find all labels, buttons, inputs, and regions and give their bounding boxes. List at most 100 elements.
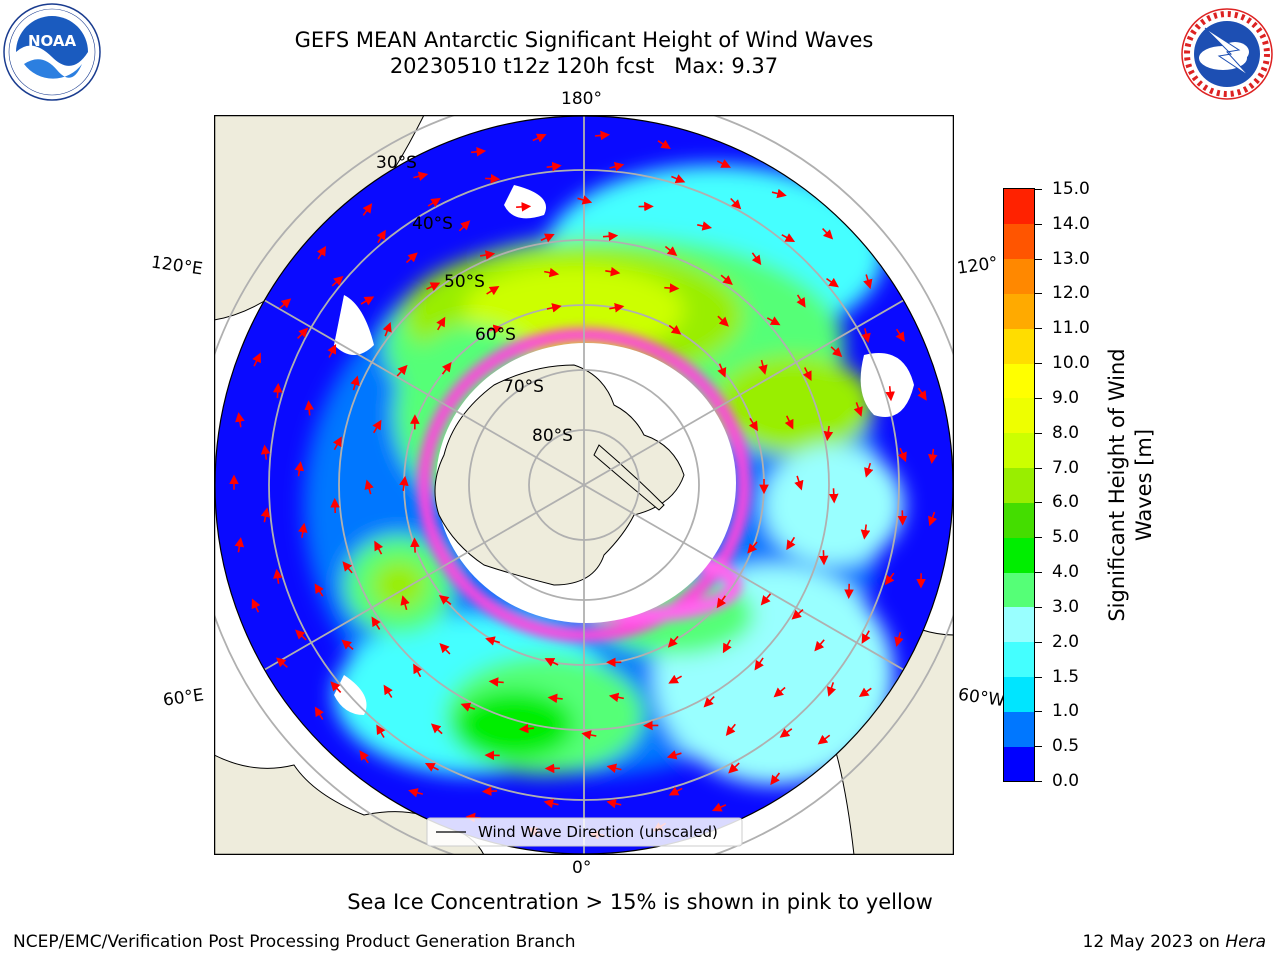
wave-direction-arrow (235, 412, 245, 428)
wave-direction-arrow (516, 202, 532, 212)
wave-direction-arrow (664, 245, 678, 256)
wave-direction-arrow (359, 750, 369, 764)
colorbar-tick (1034, 467, 1042, 469)
wave-direction-arrow (606, 798, 622, 809)
wave-direction-arrow (897, 447, 907, 463)
colorbar-tick (1034, 537, 1042, 539)
wave-direction-arrow (609, 161, 625, 172)
plot-title-line1: GEFS MEAN Antarctic Significant Height o… (294, 28, 874, 52)
footer-host: Hera (1225, 932, 1266, 952)
colorbar-band (1004, 223, 1034, 260)
colorbar (1003, 188, 1035, 782)
wave-direction-arrow (605, 266, 621, 277)
colorbar-tick-label: 7.0 (1052, 457, 1080, 478)
map-frame (214, 115, 954, 855)
wave-direction-arrow (413, 171, 429, 181)
wave-direction-arrow (770, 772, 781, 786)
wave-direction-arrow (826, 682, 837, 697)
colorbar-band (1004, 397, 1034, 434)
wave-direction-arrow (823, 425, 834, 442)
wave-direction-arrow (861, 328, 871, 344)
legend-label: Wind Wave Direction (unscaled) (478, 823, 718, 841)
wave-direction-arrow (791, 608, 804, 620)
wave-direction-arrow (664, 283, 680, 293)
wave-direction-arrow (716, 159, 731, 168)
lon-label-60e: 60°E (161, 685, 206, 711)
wave-direction-arrow (885, 386, 895, 402)
colorbar-tick-label: 3.0 (1052, 596, 1080, 617)
wave-direction-arrow (760, 593, 772, 606)
colorbar-tick (1034, 293, 1042, 295)
wave-direction-arrow (657, 139, 671, 150)
lat-label-50s: 50°S (444, 272, 485, 292)
wave-direction-arrow (399, 475, 409, 492)
colorbar-tick-label: 0.0 (1052, 771, 1080, 791)
wave-direction-arrow (427, 197, 441, 208)
colorbar-band (1004, 537, 1034, 573)
wave-direction-arrow (275, 657, 288, 668)
colorbar-tick-label: 11.0 (1052, 318, 1090, 339)
wave-direction-arrow (609, 303, 625, 313)
wave-direction-arrow (304, 400, 315, 416)
colorbar-tick-label: 2.0 (1052, 631, 1080, 652)
footer-branch: NCEP/EMC/Verification Post Processing Pr… (13, 932, 576, 952)
wave-direction-arrow (581, 730, 597, 740)
wave-direction-arrow (722, 639, 732, 654)
colorbar-tick-label: 8.0 (1052, 422, 1080, 443)
wave-direction-arrow (927, 448, 938, 464)
wave-direction-arrow (364, 479, 374, 495)
lat-label-40s: 40°S (412, 214, 453, 234)
lat-label-80s: 80°S (532, 426, 573, 446)
wave-direction-arrow (697, 221, 713, 231)
wave-direction-arrow (441, 361, 452, 375)
wave-direction-arrow (546, 161, 562, 172)
wave-direction-arrow (383, 684, 393, 698)
svg-text:NOAA: NOAA (28, 32, 77, 50)
wave-direction-arrow (279, 298, 292, 309)
wave-direction-arrow (830, 346, 843, 358)
wave-direction-arrow (928, 511, 938, 527)
wave-direction-arrow (786, 536, 796, 551)
wave-height-map: 30°S 40°S 50°S 60°S 70°S 80°S Wind Wave … (214, 115, 954, 855)
colorbar-band (1004, 572, 1034, 608)
colorbar-band (1004, 293, 1034, 329)
colorbar-tick-label: 1.0 (1052, 701, 1080, 722)
map-legend: Wind Wave Direction (unscaled) (426, 817, 743, 847)
wave-direction-arrow (342, 561, 353, 574)
wave-direction-arrow (917, 387, 927, 401)
wave-direction-arrow (860, 524, 871, 540)
wave-direction-arrow (540, 233, 555, 243)
colorbar-tick (1034, 572, 1042, 574)
colorbar-tick (1034, 432, 1042, 434)
sea-ice-note: Sea Ice Concentration > 15% is shown in … (347, 890, 933, 914)
wave-direction-arrow (295, 629, 307, 641)
wave-direction-arrow (779, 728, 793, 738)
colorbar-band (1004, 363, 1034, 399)
colorbar-tick (1034, 328, 1042, 330)
colorbar-title: Significant Height of Wind Waves [m] (1104, 315, 1158, 655)
colorbar-tick (1034, 397, 1042, 399)
wave-direction-arrow (314, 706, 324, 720)
colorbar-tick (1034, 189, 1042, 190)
wave-direction-arrow (413, 663, 422, 678)
wave-direction-arrow (758, 359, 768, 375)
wave-direction-arrow (822, 228, 834, 240)
wave-direction-arrow (372, 419, 382, 434)
colorbar-band (1004, 606, 1034, 643)
wave-direction-arrow (297, 327, 309, 339)
wave-direction-arrow (861, 630, 871, 644)
wave-direction-arrow (439, 642, 451, 655)
wave-direction-arrow (748, 417, 758, 432)
wave-direction-arrow (802, 367, 812, 382)
wave-direction-arrow (668, 674, 682, 684)
colorbar-band (1004, 711, 1034, 747)
colorbar-band (1004, 676, 1034, 712)
footer-date-text: 12 May 2023 on (1082, 932, 1226, 952)
wave-direction-arrow (260, 444, 271, 460)
wave-direction-arrow (479, 250, 496, 260)
colorbar-tick (1034, 711, 1042, 713)
wave-direction-arrow (382, 322, 392, 337)
wave-direction-arrow (773, 686, 786, 698)
wave-direction-arrow (895, 328, 905, 342)
wave-direction-arrow (544, 267, 560, 278)
